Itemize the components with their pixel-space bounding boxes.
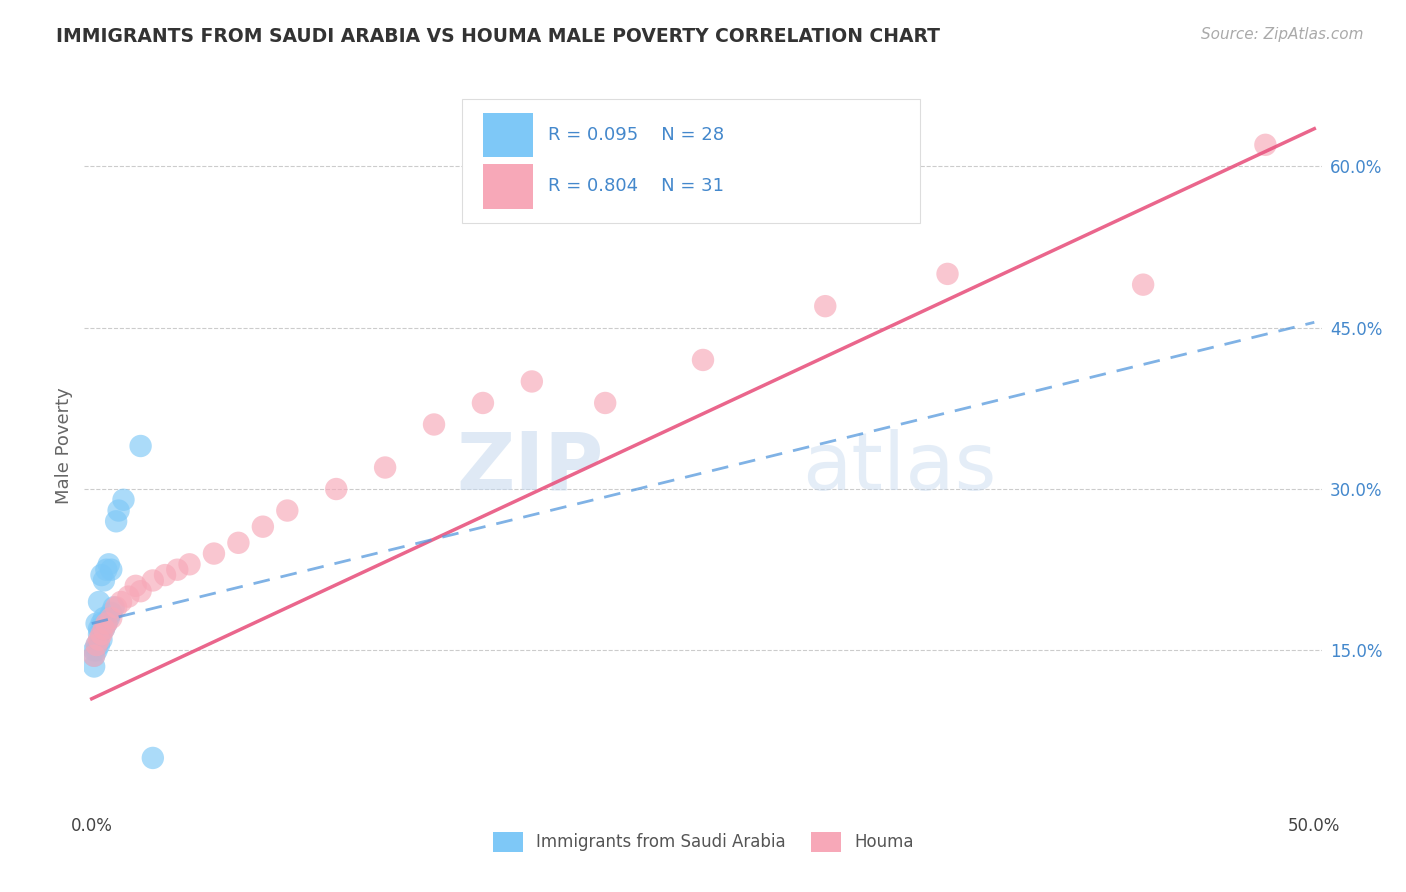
Point (100, 611, 122, 625)
Point (86, 643, 108, 657)
Point (87, 595, 110, 609)
Point (423, 417, 446, 432)
FancyBboxPatch shape (482, 112, 533, 158)
Text: Source: ZipAtlas.com: Source: ZipAtlas.com (1201, 27, 1364, 42)
Point (90, 568, 112, 582)
Point (276, 503, 298, 517)
Point (83, 659, 105, 673)
Point (202, 547, 225, 561)
Point (83, 648, 105, 663)
Text: R = 0.804    N = 31: R = 0.804 N = 31 (548, 178, 724, 195)
Point (100, 606, 122, 620)
Legend: Immigrants from Saudi Arabia, Houma: Immigrants from Saudi Arabia, Houma (486, 826, 920, 858)
Point (83, 648, 105, 663)
Point (86, 638, 108, 652)
Point (97, 611, 120, 625)
Point (142, 574, 165, 588)
Point (228, 536, 250, 550)
Point (87, 632, 110, 647)
Point (129, 584, 152, 599)
Point (83, 643, 105, 657)
Point (93, 611, 115, 625)
FancyBboxPatch shape (461, 99, 920, 223)
Point (110, 595, 132, 609)
Point (471, 396, 494, 410)
Point (112, 492, 135, 507)
Y-axis label: Male Poverty: Male Poverty (55, 388, 73, 504)
Point (936, 267, 959, 281)
Point (153, 568, 176, 582)
Text: R = 0.095    N = 28: R = 0.095 N = 28 (548, 126, 724, 145)
Point (100, 563, 122, 577)
Point (86, 616, 108, 631)
Point (87, 627, 110, 641)
Point (90, 627, 112, 641)
Text: ZIP: ZIP (457, 429, 605, 507)
Point (86, 638, 108, 652)
Point (105, 514, 128, 528)
Point (87, 622, 110, 636)
Point (93, 574, 115, 588)
Point (90, 616, 112, 631)
Point (1254, 137, 1277, 152)
Point (103, 600, 125, 615)
Point (179, 558, 201, 572)
Point (97, 558, 120, 572)
Point (325, 482, 347, 496)
FancyBboxPatch shape (482, 164, 533, 209)
Point (692, 353, 714, 368)
Point (814, 299, 837, 313)
Point (90, 632, 112, 647)
Point (117, 590, 139, 604)
Point (125, 579, 148, 593)
Text: IMMIGRANTS FROM SAUDI ARABIA VS HOUMA MALE POVERTY CORRELATION CHART: IMMIGRANTS FROM SAUDI ARABIA VS HOUMA MA… (56, 27, 941, 45)
Point (96, 616, 118, 631)
Point (105, 600, 128, 615)
Point (129, 439, 152, 453)
Point (93, 622, 115, 636)
Point (520, 375, 543, 389)
Point (142, 751, 165, 765)
Point (107, 503, 129, 517)
Text: atlas: atlas (801, 429, 997, 507)
Point (93, 622, 115, 636)
Point (96, 616, 118, 631)
Point (1132, 277, 1154, 292)
Point (96, 563, 118, 577)
Point (166, 563, 188, 577)
Point (252, 519, 274, 533)
Point (87, 638, 110, 652)
Point (374, 460, 396, 475)
Point (593, 396, 616, 410)
